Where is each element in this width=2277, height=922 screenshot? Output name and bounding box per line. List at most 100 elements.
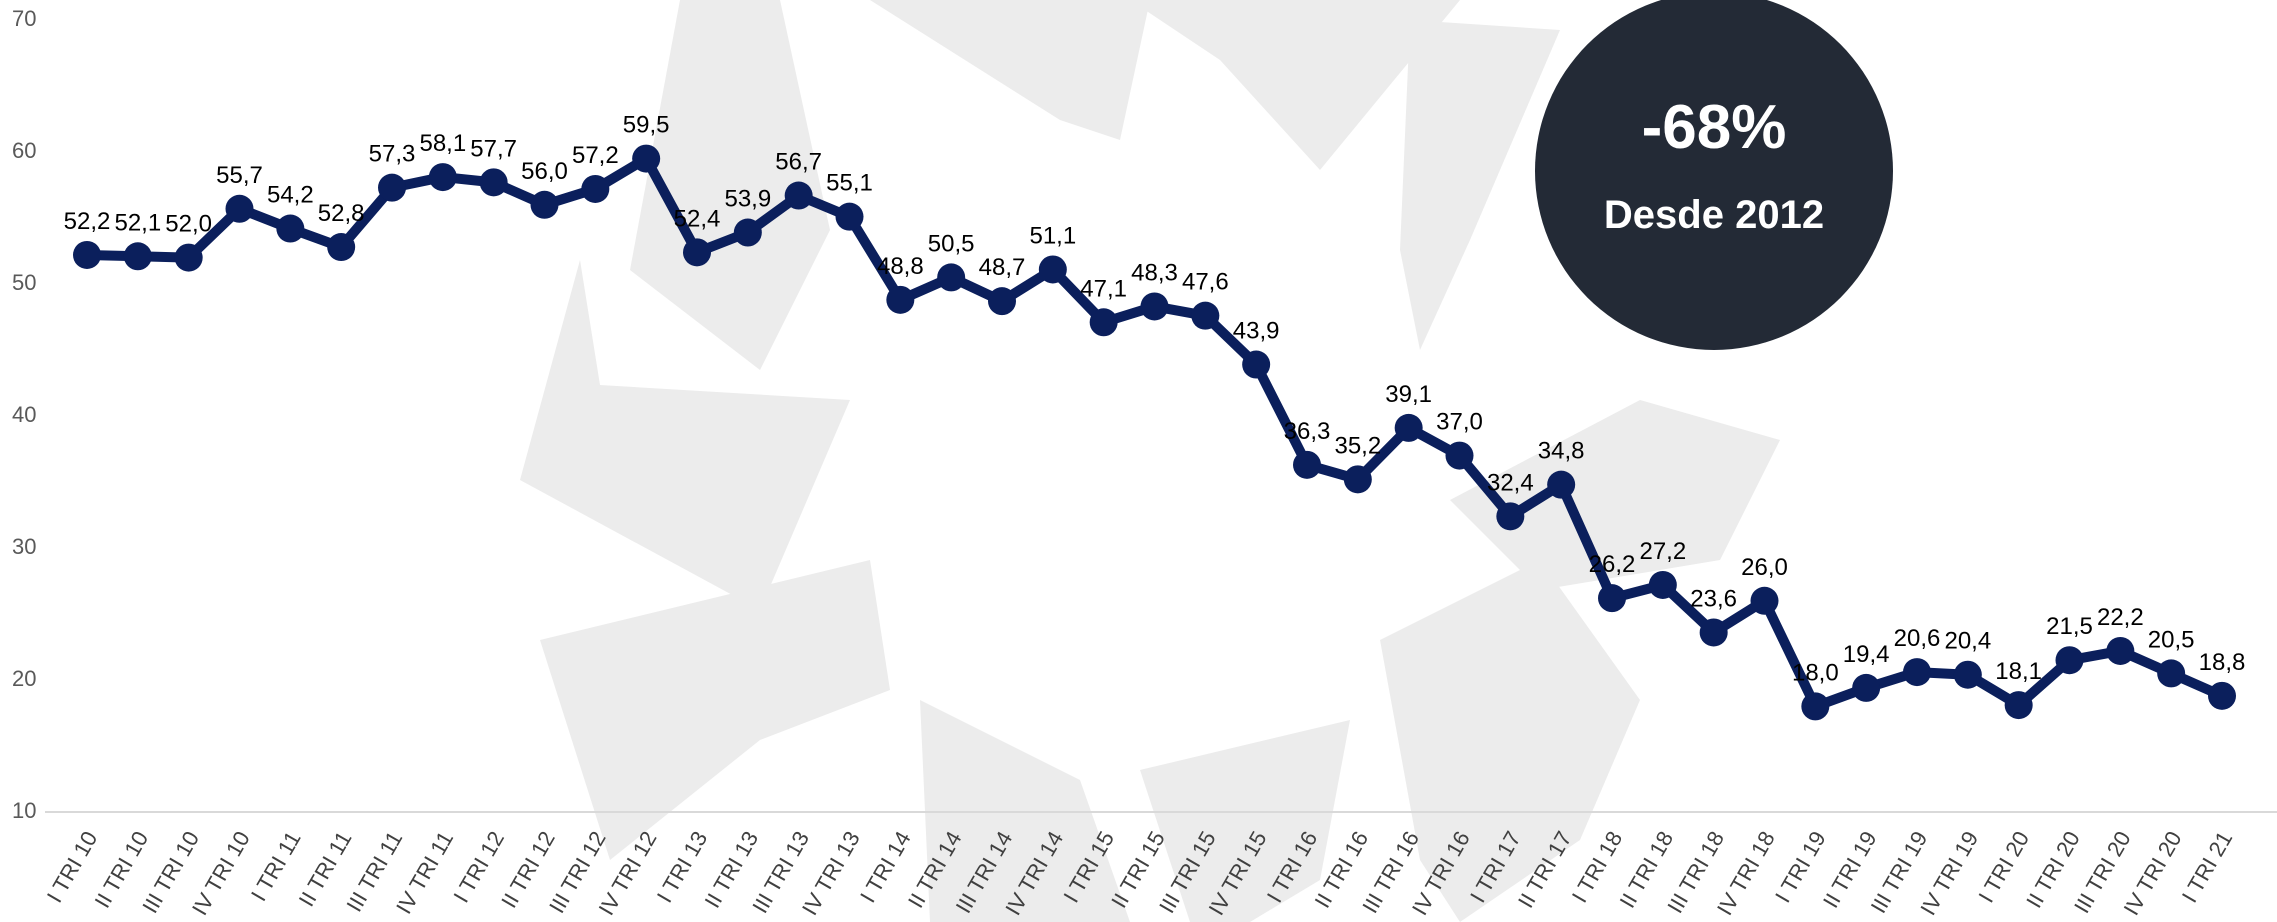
data-point	[1496, 502, 1525, 531]
data-label: 26,2	[1589, 551, 1636, 578]
data-point	[1191, 301, 1220, 330]
data-point	[2208, 681, 2236, 710]
data-label: 52,8	[318, 200, 365, 227]
data-point	[479, 168, 508, 197]
data-label: 55,7	[216, 162, 263, 189]
data-label: 20,5	[2148, 626, 2195, 653]
data-label: 35,2	[1334, 432, 1381, 459]
data-label: 48,7	[979, 254, 1026, 281]
data-point	[2004, 691, 2033, 720]
data-point	[1750, 586, 1779, 615]
data-label: 56,0	[521, 158, 568, 185]
data-label: 52,4	[674, 205, 721, 232]
data-label: 57,2	[572, 142, 619, 169]
y-tick-label: 20	[12, 666, 36, 691]
badge-text: Desde 2012	[1604, 193, 1824, 237]
data-point	[2157, 659, 2186, 688]
data-point	[784, 181, 813, 210]
data-point	[1699, 618, 1728, 647]
data-point	[1394, 413, 1423, 442]
data-point	[1089, 308, 1118, 337]
data-label: 47,6	[1182, 269, 1229, 296]
data-point	[123, 242, 152, 271]
data-label: 36,3	[1284, 418, 1331, 445]
data-point	[1953, 660, 1982, 689]
data-point	[1445, 441, 1474, 470]
data-point	[1852, 673, 1881, 702]
data-point	[73, 240, 101, 269]
data-label: 55,1	[826, 170, 873, 197]
y-tick-label: 40	[12, 402, 36, 427]
data-label: 57,3	[369, 141, 416, 168]
data-label: 57,7	[470, 135, 517, 162]
data-label: 52,1	[114, 209, 161, 236]
data-point	[683, 238, 711, 267]
data-label: 26,0	[1741, 554, 1788, 581]
data-label: 21,5	[2046, 613, 2093, 640]
data-label: 52,0	[165, 211, 212, 238]
data-label: 32,4	[1487, 469, 1534, 496]
data-point	[378, 173, 406, 202]
data-label: 37,0	[1436, 409, 1483, 436]
data-point	[530, 190, 559, 219]
data-label: 59,5	[623, 112, 670, 139]
badge: -68% Desde 2012	[1535, 0, 1893, 350]
y-tick-label: 70	[12, 6, 36, 31]
data-point	[632, 144, 661, 173]
data-label: 18,8	[2199, 649, 2246, 676]
data-point	[2055, 646, 2084, 675]
data-label: 34,8	[1538, 438, 1585, 465]
data-label: 58,1	[419, 130, 466, 157]
data-point	[327, 233, 356, 262]
data-label: 18,0	[1792, 659, 1839, 686]
data-label: 54,2	[267, 182, 314, 209]
data-point	[1343, 465, 1372, 494]
data-point	[276, 214, 305, 243]
y-tick-label: 10	[12, 798, 36, 823]
data-point	[581, 174, 610, 203]
data-label: 56,7	[775, 149, 822, 176]
data-label: 48,3	[1131, 259, 1178, 286]
data-point	[1598, 584, 1626, 613]
x-tick-label: I TRI 21	[2177, 827, 2238, 907]
data-label: 27,2	[1639, 538, 1686, 565]
data-point	[225, 194, 254, 223]
y-tick-label: 30	[12, 534, 36, 559]
data-point	[1038, 255, 1067, 284]
data-label: 22,2	[2097, 604, 2144, 631]
data-point	[174, 243, 203, 272]
data-label: 52,2	[64, 208, 111, 235]
data-label: 53,9	[724, 186, 771, 213]
data-label: 47,1	[1080, 275, 1127, 302]
data-point	[1903, 658, 1931, 687]
data-label: 19,4	[1843, 641, 1890, 668]
data-point	[835, 202, 864, 231]
data-label: 48,8	[877, 253, 924, 280]
data-point	[937, 263, 966, 292]
y-tick-label: 60	[12, 138, 36, 163]
badge-value: -68%	[1642, 93, 1787, 162]
data-point	[1293, 450, 1321, 479]
data-label: 39,1	[1385, 381, 1432, 408]
data-point	[2106, 636, 2135, 665]
badge-circle	[1535, 0, 1893, 350]
data-point	[886, 285, 915, 314]
data-label: 51,1	[1029, 222, 1076, 249]
data-point	[1242, 350, 1271, 379]
data-point	[733, 218, 762, 247]
data-point	[988, 287, 1016, 316]
data-point	[1547, 470, 1576, 499]
data-point	[428, 163, 457, 192]
data-point	[1648, 570, 1677, 599]
watermark	[520, 0, 1780, 922]
data-point	[1801, 692, 1830, 721]
data-label: 18,1	[1995, 658, 2042, 685]
data-label: 50,5	[928, 230, 975, 257]
data-label: 20,6	[1894, 625, 1941, 652]
data-label: 23,6	[1690, 585, 1737, 612]
data-point	[1140, 292, 1169, 321]
data-label: 43,9	[1233, 318, 1280, 345]
y-tick-label: 50	[12, 270, 36, 295]
data-label: 20,4	[1944, 628, 1991, 655]
